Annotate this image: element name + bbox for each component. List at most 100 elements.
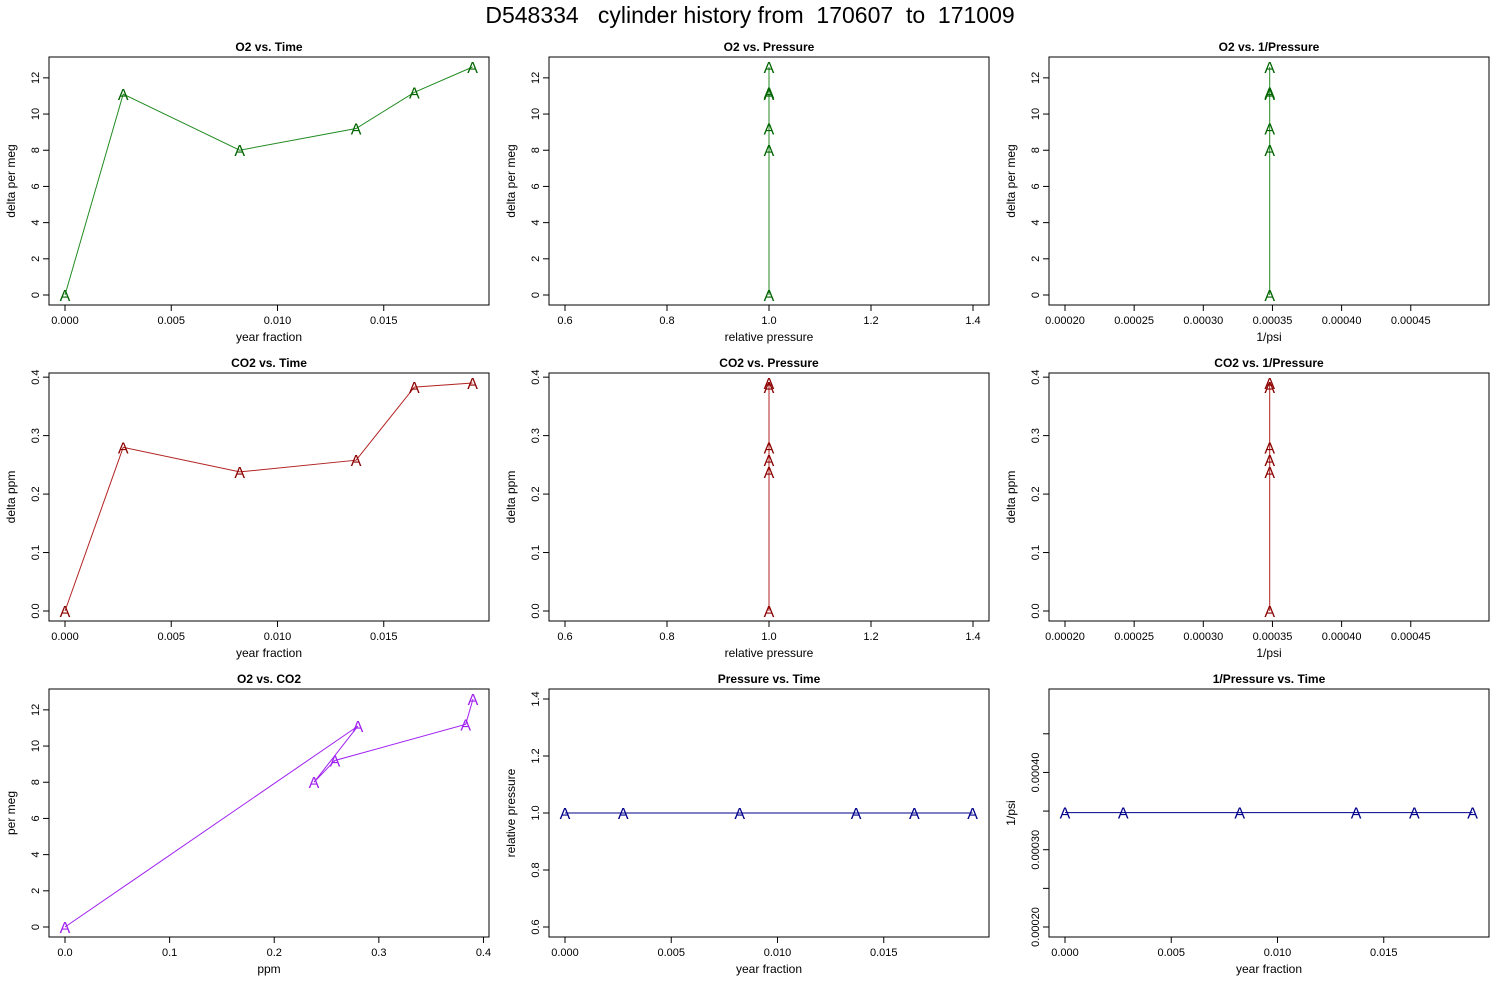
- x-tick-label: 0.010: [1264, 947, 1292, 959]
- x-tick-label: 0.010: [264, 631, 292, 643]
- data-point-marker: A: [351, 122, 362, 139]
- y-tick-label: 4: [30, 852, 42, 858]
- x-tick-label: 0.1: [162, 947, 177, 959]
- x-tick-label: 0.8: [659, 315, 674, 327]
- data-point-marker: A: [1264, 380, 1275, 397]
- y-tick-label: 10: [530, 108, 542, 120]
- data-point-marker: A: [1264, 440, 1275, 457]
- y-tick-label: 8: [1030, 147, 1042, 153]
- chart-title: CO2 vs. Time: [231, 356, 307, 370]
- x-tick-label: 0.3: [371, 947, 386, 959]
- y-tick-label: 0.00020: [1030, 907, 1042, 947]
- chart-panel-2: O2 vs. Pressure 0.6 0.8 1.0 1.2 1.4 0 2 4 6 8 10 12 r…: [504, 40, 990, 344]
- y-axis-label: delta ppm: [1004, 471, 1018, 524]
- x-tick-label: 0.0: [57, 947, 72, 959]
- data-point-marker: A: [118, 87, 129, 104]
- plot-frame: [1048, 372, 1490, 622]
- x-tick-label: 0.00025: [1114, 315, 1154, 327]
- data-point-marker: A: [851, 806, 862, 823]
- y-tick-label: 0.1: [530, 545, 542, 560]
- y-tick-label: 8: [530, 147, 542, 153]
- data-point-marker: A: [460, 717, 471, 734]
- y-tick-label: 6: [1030, 183, 1042, 189]
- x-tick-label: 0.00030: [1183, 315, 1223, 327]
- x-tick-label: 0.010: [264, 315, 292, 327]
- x-axis-label: year fraction: [1236, 962, 1302, 976]
- data-point-marker: A: [1118, 806, 1129, 823]
- y-tick-label: 0.00030: [1030, 830, 1042, 870]
- data-point-marker: A: [330, 754, 341, 771]
- y-tick-label: 12: [30, 704, 42, 716]
- data-point-marker: A: [234, 143, 245, 160]
- data-point-marker: A: [764, 143, 775, 160]
- x-tick-label: 0.000: [51, 631, 79, 643]
- chart-panel-8: Pressure vs. Time 0.000 0.005 0.010 0.015 0.6…: [504, 672, 990, 976]
- y-tick-label: 4: [1030, 220, 1042, 226]
- x-tick-label: 0.005: [157, 631, 185, 643]
- y-tick-label: 2: [1030, 256, 1042, 262]
- data-point-marker: A: [764, 122, 775, 139]
- y-tick-label: 0.8: [530, 862, 542, 877]
- y-tick-label: 4: [30, 220, 42, 226]
- data-point-marker: A: [1467, 806, 1478, 823]
- x-tick-label: 0.8: [659, 631, 674, 643]
- data-point-marker: A: [909, 806, 920, 823]
- page-title: D548334 cylinder history from 170607 to …: [485, 2, 1015, 28]
- y-tick-label: 1.0: [530, 805, 542, 820]
- x-tick-label: 0.4: [476, 947, 491, 959]
- data-point-marker: A: [1351, 806, 1362, 823]
- x-axis-label: relative pressure: [725, 330, 814, 344]
- data-point-marker: A: [1264, 604, 1275, 621]
- y-tick-label: 0: [30, 924, 42, 930]
- y-tick-label: 0.3: [1030, 428, 1042, 443]
- x-tick-label: 0.015: [870, 947, 898, 959]
- y-tick-label: 0: [530, 292, 542, 298]
- y-tick-label: 6: [530, 183, 542, 189]
- y-axis-label: 1/psi: [1004, 800, 1018, 825]
- y-tick-label: 0.1: [1030, 545, 1042, 560]
- y-tick-label: 0.00040: [1030, 753, 1042, 793]
- series-line: [64, 382, 473, 612]
- chart-panel-1: O2 vs. Time 0.000 0.005 0.010 0.015 0 2 4 6 8 10 12…: [4, 40, 490, 344]
- x-tick-label: 0.015: [370, 315, 398, 327]
- data-point-marker: A: [1060, 806, 1071, 823]
- data-point-marker: A: [60, 604, 71, 621]
- x-tick-label: 0.000: [51, 315, 79, 327]
- x-tick-label: 0.00040: [1322, 631, 1362, 643]
- chart-title: O2 vs. CO2: [237, 672, 301, 686]
- data-point-marker: A: [1234, 806, 1245, 823]
- chart-panel-9: 1/Pressure vs. Time 0.000 0.005 0.010 0.015 0…: [1004, 672, 1490, 976]
- data-point-marker: A: [1264, 60, 1275, 77]
- data-point-marker: A: [409, 85, 420, 102]
- data-point-marker: A: [734, 806, 745, 823]
- y-tick-label: 12: [530, 72, 542, 84]
- x-axis-label: 1/psi: [1256, 330, 1281, 344]
- x-tick-label: 1.0: [761, 315, 776, 327]
- y-tick-label: 2: [30, 888, 42, 894]
- chart-title: CO2 vs. 1/Pressure: [1214, 356, 1324, 370]
- y-tick-label: 0.2: [30, 486, 42, 501]
- y-tick-label: 0.0: [30, 603, 42, 618]
- x-tick-label: 0.010: [764, 947, 792, 959]
- x-axis-label: ppm: [257, 962, 280, 976]
- data-point-marker: A: [1409, 806, 1420, 823]
- data-point-marker: A: [764, 440, 775, 457]
- data-point-marker: A: [764, 85, 775, 102]
- x-tick-label: 0.00040: [1322, 315, 1362, 327]
- data-point-marker: A: [764, 453, 775, 470]
- x-tick-label: 1.4: [965, 631, 980, 643]
- x-tick-label: 0.00020: [1045, 631, 1085, 643]
- y-tick-label: 0.6: [530, 919, 542, 934]
- x-axis-label: 1/psi: [1256, 646, 1281, 660]
- x-tick-label: 0.6: [557, 315, 572, 327]
- x-tick-label: 0.015: [370, 631, 398, 643]
- y-tick-label: 0.2: [1030, 486, 1042, 501]
- data-point-marker: A: [560, 806, 571, 823]
- y-tick-label: 0.3: [530, 428, 542, 443]
- chart-panel-6: CO2 vs. 1/Pressure 0.00020 0.00025 0.00030 0…: [1004, 356, 1490, 660]
- plot-frame: [48, 372, 490, 622]
- y-tick-label: 0: [30, 292, 42, 298]
- x-tick-label: 0.00045: [1391, 315, 1431, 327]
- data-point-marker: A: [618, 806, 629, 823]
- y-tick-label: 0.4: [30, 370, 42, 385]
